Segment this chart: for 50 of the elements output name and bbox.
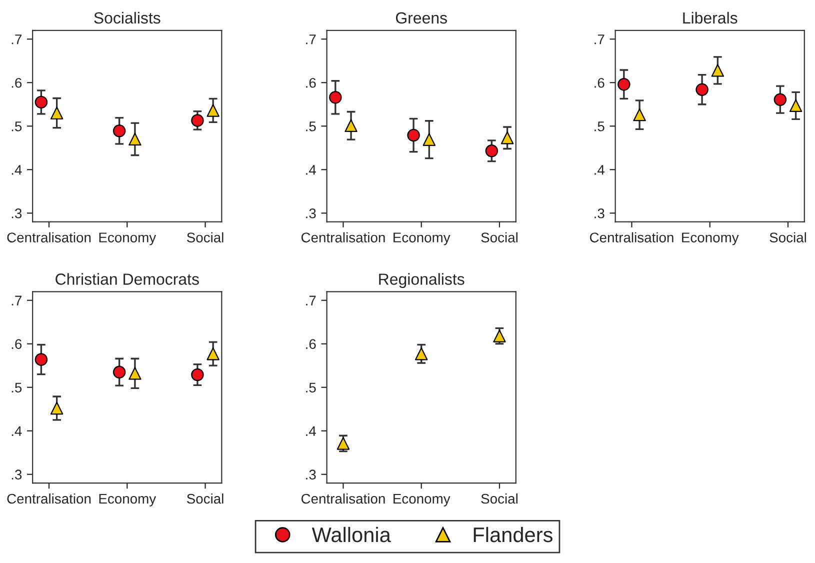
y-tick-label: .7 (12, 34, 22, 44)
x-tick-label: Social (481, 493, 518, 504)
y-tick-label: .7 (594, 34, 604, 44)
y-tick-label: .4 (12, 426, 22, 436)
x-tick-label: Economy (99, 494, 156, 506)
x-tick-label: Economy (394, 232, 450, 246)
y-tick-label: .4 (306, 426, 316, 436)
x-tick-label: Social (186, 493, 224, 504)
legend-label: Flanders (474, 526, 552, 542)
y-tick-label: .6 (12, 78, 22, 88)
y-tick-label: .5 (12, 122, 22, 132)
x-tick-label: Social (770, 232, 806, 242)
point (336, 437, 350, 450)
y-tick-label: .4 (306, 165, 316, 175)
x-tick-label: Social (186, 232, 224, 242)
y-tick-label: .7 (12, 296, 22, 306)
y-tick-label: .6 (594, 78, 604, 88)
y-tick-label: .5 (306, 122, 316, 132)
chart-title: Regionalists (379, 273, 464, 288)
y-tick-label: .3 (12, 208, 22, 218)
x-tick-label: Economy (99, 232, 156, 246)
point (493, 330, 506, 342)
chart-title: Greens (396, 12, 447, 24)
y-tick-label: .7 (306, 34, 316, 44)
chart-title: Liberals (683, 12, 738, 24)
legend-label: Wallonia (312, 526, 391, 542)
y-tick-label: .5 (306, 382, 316, 393)
y-tick-label: .4 (12, 165, 22, 175)
x-tick-label: Centralisation (590, 232, 674, 242)
y-tick-label: .3 (306, 208, 316, 218)
chart-title: Socialists (94, 12, 160, 24)
chart-title: Christian Democrats (56, 273, 199, 285)
y-tick-label: .3 (306, 470, 316, 480)
x-tick-label: Social (481, 232, 518, 242)
y-tick-label: .5 (594, 122, 604, 132)
y-tick-label: .6 (306, 78, 316, 88)
point (414, 347, 428, 360)
y-tick-label: .6 (12, 339, 22, 350)
y-tick-label: .4 (594, 165, 605, 175)
x-tick-label: Centralisation (7, 493, 91, 504)
y-tick-label: .5 (12, 382, 22, 393)
y-tick-label: .7 (306, 296, 316, 306)
y-tick-label: .3 (12, 470, 22, 480)
x-tick-label: Centralisation (7, 232, 91, 242)
x-tick-label: Economy (394, 494, 450, 506)
x-tick-label: Centralisation (301, 232, 385, 242)
y-tick-label: .6 (306, 339, 316, 350)
x-tick-label: Centralisation (301, 493, 385, 504)
x-tick-label: Economy (682, 232, 739, 246)
y-tick-label: .3 (594, 208, 604, 218)
